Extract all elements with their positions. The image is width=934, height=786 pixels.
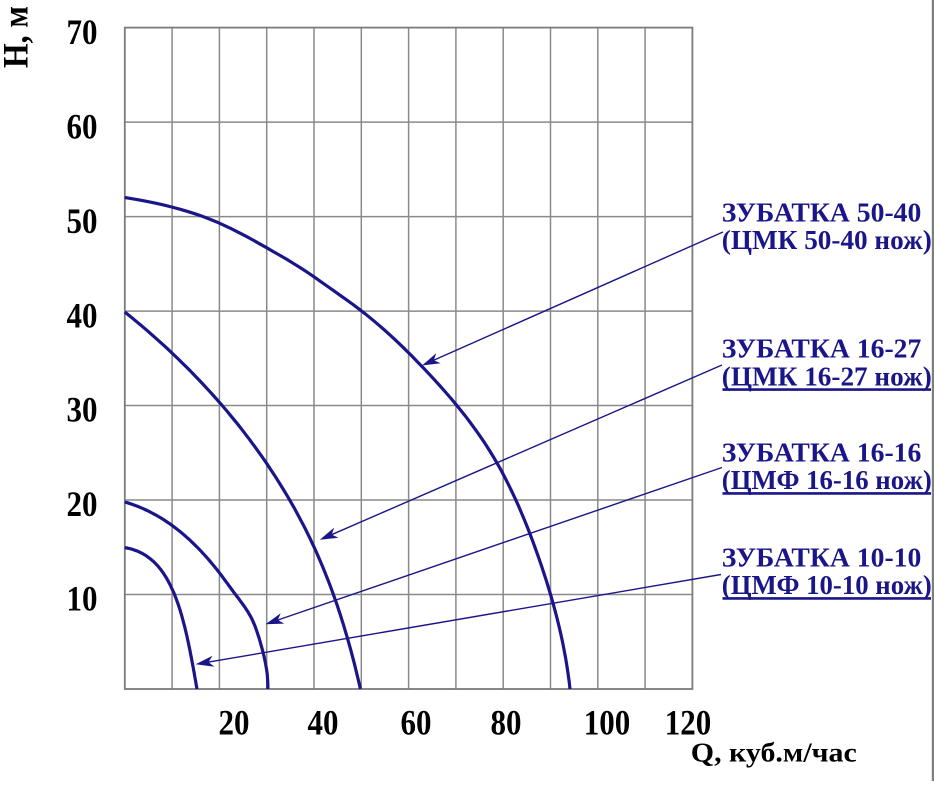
svg-text:(ЦМК 50-40 нож): (ЦМК 50-40 нож) bbox=[722, 225, 932, 255]
svg-text:40: 40 bbox=[308, 704, 339, 743]
svg-text:(ЦМК 16-27 нож): (ЦМК 16-27 нож) bbox=[722, 361, 932, 391]
svg-text:60: 60 bbox=[401, 704, 432, 743]
svg-text:30: 30 bbox=[67, 391, 98, 430]
svg-text:Н, м: Н, м bbox=[0, 6, 36, 68]
svg-text:40: 40 bbox=[67, 296, 98, 335]
svg-text:Q, куб.м/час: Q, куб.м/час bbox=[691, 738, 857, 768]
svg-text:70: 70 bbox=[67, 13, 98, 52]
svg-text:ЗУБАТКА 50-40: ЗУБАТКА 50-40 bbox=[722, 198, 922, 228]
svg-text:10: 10 bbox=[67, 580, 98, 619]
svg-text:(ЦМФ 10-10 нож): (ЦМФ 10-10 нож) bbox=[722, 570, 932, 600]
svg-text:(ЦМФ 16-16 нож): (ЦМФ 16-16 нож) bbox=[722, 465, 932, 495]
svg-text:20: 20 bbox=[67, 485, 98, 524]
svg-text:100: 100 bbox=[584, 704, 630, 743]
svg-text:20: 20 bbox=[219, 704, 250, 743]
svg-text:120: 120 bbox=[665, 704, 711, 743]
svg-text:60: 60 bbox=[67, 107, 98, 146]
svg-text:ЗУБАТКА 10-10: ЗУБАТКА 10-10 bbox=[722, 543, 922, 573]
svg-text:80: 80 bbox=[491, 704, 522, 743]
svg-text:ЗУБАТКА 16-16: ЗУБАТКА 16-16 bbox=[722, 438, 922, 468]
svg-text:50: 50 bbox=[67, 202, 98, 241]
svg-text:ЗУБАТКА 16-27: ЗУБАТКА 16-27 bbox=[722, 334, 922, 364]
